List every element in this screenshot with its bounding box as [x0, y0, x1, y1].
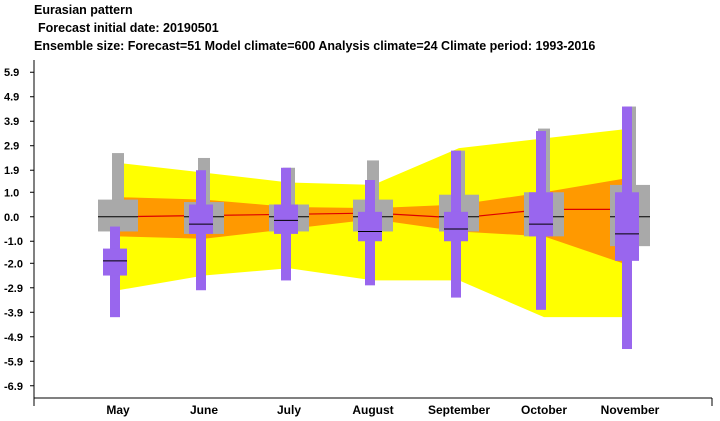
box-plots [98, 106, 650, 350]
x-tick-label-october: October [521, 403, 567, 417]
y-tick-label: 2.9 [4, 141, 19, 153]
model-climate-iqr-may [98, 199, 138, 232]
y-tick-label: -4.9 [4, 332, 23, 344]
forecast-iqr-november [615, 192, 639, 261]
forecast-box-september [444, 150, 468, 298]
y-tick-label: -5.9 [4, 356, 23, 368]
y-tick-label: 5.9 [4, 67, 19, 79]
forecast-iqr-june [189, 204, 213, 234]
axes: 5.9 4.9 3.9 2.9 1.9 1.0 0.0 -1.0 -2.0 -2.9 -3.9 -4.… [4, 60, 713, 417]
y-tick-label: -6.9 [4, 381, 23, 393]
forecast-box-november [615, 106, 639, 350]
y-tick-label: -2.0 [4, 258, 23, 270]
x-tick-label-september: September [428, 403, 490, 417]
forecast-iqr-august [358, 211, 382, 242]
forecast-iqr-july [274, 204, 298, 234]
forecast-box-may [103, 226, 127, 318]
y-tick-label: 1.9 [4, 165, 19, 177]
chart-title: Eurasian pattern [34, 3, 133, 17]
forecast-box-october [529, 131, 553, 310]
forecast-iqr-september [444, 211, 468, 242]
y-tick-label: 1.0 [4, 187, 19, 199]
x-tick-label-july: July [277, 403, 301, 417]
x-tick-label-august: August [352, 403, 393, 417]
y-tick-label: 0.0 [4, 212, 19, 224]
chart-subtitle: Forecast initial date: 20190501 [38, 21, 219, 35]
forecast-iqr-october [529, 192, 553, 237]
x-tick-label-may: May [106, 403, 130, 417]
y-tick-label: 3.9 [4, 116, 19, 128]
climate-inner-band [118, 177, 630, 266]
y-tick-label: 4.9 [4, 92, 19, 104]
y-tick-label: -1.0 [4, 236, 23, 248]
forecast-box-july [274, 167, 298, 281]
forecast-box-june [189, 170, 213, 291]
y-tick-label: -2.9 [4, 283, 23, 295]
chart-info-line: Ensemble size: Forecast=51 Model climate… [34, 39, 596, 53]
x-tick-label-november: November [601, 403, 660, 417]
forecast-iqr-may [103, 248, 127, 276]
x-tick-label-june: June [190, 403, 218, 417]
model-climate-box-may [98, 153, 138, 232]
y-tick-label: -3.9 [4, 307, 23, 319]
forecast-box-august [358, 180, 382, 286]
